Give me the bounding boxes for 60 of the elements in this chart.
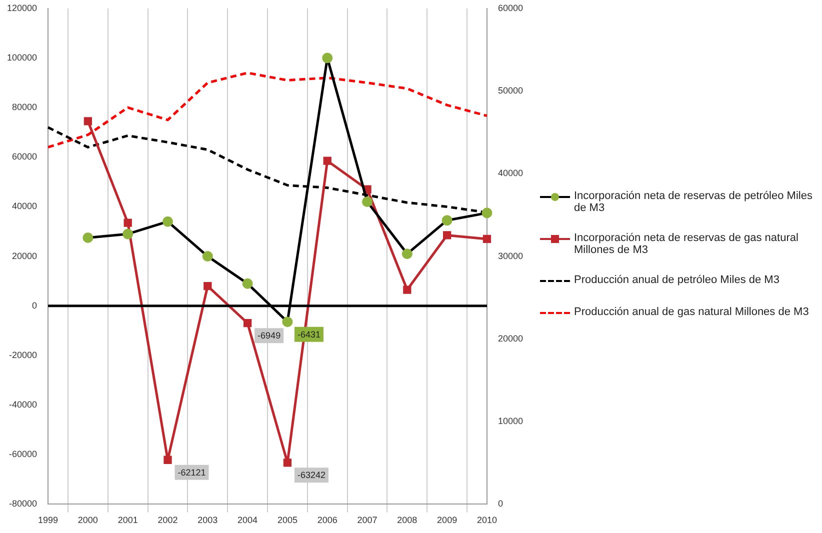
x-tick-label: 2003 xyxy=(198,515,218,526)
y2-tick-label: 40000 xyxy=(498,168,524,178)
y-tick-label: -40000 xyxy=(9,400,38,410)
y-tick-label: 40000 xyxy=(12,201,38,212)
y-tick-label: -20000 xyxy=(9,350,38,360)
x-tick-label: 2000 xyxy=(78,515,98,526)
x-tick-label: 2009 xyxy=(437,515,458,526)
point xyxy=(243,319,252,328)
x-tick-label: 2005 xyxy=(277,515,298,526)
y-tick-label: 60000 xyxy=(12,152,38,162)
point xyxy=(442,231,452,240)
x-tick-label: 2002 xyxy=(158,515,178,526)
point xyxy=(82,232,94,243)
y-tick-label: 120000 xyxy=(6,2,38,13)
y2-tick-label: 0 xyxy=(498,498,503,509)
x-tick-label: 2006 xyxy=(317,515,338,526)
point xyxy=(362,196,373,208)
y-tick-label: 80000 xyxy=(12,102,38,112)
data-label: -63242 xyxy=(297,470,326,480)
point xyxy=(442,215,452,226)
point xyxy=(122,228,134,240)
point xyxy=(84,117,92,126)
x-tick-label: 2008 xyxy=(397,515,418,526)
point xyxy=(282,316,293,328)
x-tick-label: 2001 xyxy=(118,515,138,526)
y-tick-label: -60000 xyxy=(9,449,38,460)
point xyxy=(482,234,492,244)
point xyxy=(322,52,333,64)
point xyxy=(482,208,492,218)
legend-label: Incorporación neta de reservas de gas natural Millones de M3 xyxy=(574,232,800,256)
data-label: -6949 xyxy=(258,330,281,341)
y2-tick-label: 50000 xyxy=(498,86,524,96)
point xyxy=(283,458,292,467)
line-series xyxy=(46,72,488,148)
y-tick-label: -80000 xyxy=(9,498,38,509)
x-tick-label: 2007 xyxy=(357,515,378,526)
point xyxy=(242,278,253,289)
y2-tick-label: 60000 xyxy=(498,2,524,13)
point xyxy=(124,218,132,227)
point xyxy=(164,456,172,464)
data-label: -6431 xyxy=(297,329,320,340)
legend-label: Producción anual de petróleo Miles de M3 xyxy=(574,274,780,286)
point xyxy=(323,156,332,165)
legend-label: Producción anual de gas natural Millones de M3 xyxy=(574,306,809,318)
x-tick-label: 1999 xyxy=(38,515,58,526)
point xyxy=(202,251,213,262)
point xyxy=(204,282,212,290)
point xyxy=(403,286,412,294)
y2-tick-label: 20000 xyxy=(498,333,524,344)
y-tick-label: 0 xyxy=(32,300,38,310)
legend-label: Incorporación neta de reservas de petróleo Miles de M3 xyxy=(574,190,814,214)
y-tick-label: 100000 xyxy=(6,52,38,62)
x-tick-label: 2010 xyxy=(476,515,497,526)
point xyxy=(162,216,173,227)
y-tick-label: 20000 xyxy=(12,250,38,261)
data-label: -62121 xyxy=(178,467,206,478)
point xyxy=(402,248,412,260)
x-tick-label: 2004 xyxy=(238,515,258,526)
y2-tick-label: 10000 xyxy=(498,416,524,426)
y2-tick-label: 30000 xyxy=(498,250,524,261)
